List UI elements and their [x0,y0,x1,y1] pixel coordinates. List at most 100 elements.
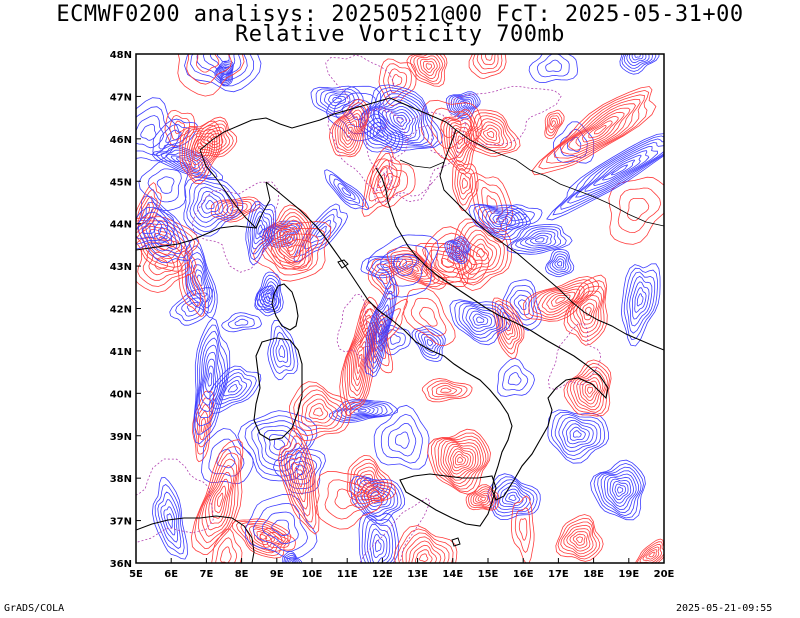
contour-line [390,250,444,288]
contour-line [619,54,660,75]
contour-line [211,478,230,519]
contour-line [186,54,232,85]
contour-line [263,296,271,304]
contour-line [300,393,338,427]
contour-line [361,514,397,563]
contour-line [587,386,593,395]
contour-line [165,129,182,143]
lon-tick-label: 12E [372,569,393,580]
contour-line [422,245,472,283]
contour-line [411,544,437,563]
contour-line [576,536,583,543]
contour-line [263,429,297,462]
contour-line [628,54,647,64]
contour-line [268,433,292,456]
contour-line [472,118,508,149]
contour-line [508,494,517,502]
contour-line [469,238,494,266]
contour-line [287,236,293,245]
contour-line [446,118,475,167]
contour-line [205,199,215,210]
contour-line [458,303,504,339]
contour-line [356,347,365,375]
zero-contour-line [336,293,376,361]
contour-line [360,482,395,514]
contour-line [482,208,520,233]
contour-line [414,328,444,359]
contour-line [597,466,642,517]
contour-line [194,446,242,550]
contour-line [601,159,636,181]
contour-line [267,291,273,300]
contour-line [457,135,463,145]
contour-line [544,109,565,140]
contour-line [175,292,209,322]
contour-line [402,260,428,277]
contour-line [363,90,434,147]
contour-line [324,169,370,211]
contour-line [492,214,509,225]
contour-line [454,245,463,255]
zero-contour-line [374,125,446,203]
contour-line [450,242,466,259]
contour-line [156,176,175,194]
contour-line [349,320,372,397]
contour-line [141,222,156,235]
contour-line [551,255,567,271]
contour-line [560,103,636,155]
contour-line [332,400,393,422]
contour-line [541,288,581,313]
contour-line [468,203,531,241]
contour-line [569,426,586,441]
zero-contour-line [446,85,562,146]
contour-line [378,58,417,107]
contour-line [469,310,492,329]
contour-line [237,410,318,482]
lon-tick-label: 17E [548,569,569,580]
lon-tick-label: 9E [270,569,284,580]
contour-line [476,248,485,258]
contour-line [217,63,233,84]
contour-line [422,60,435,74]
coast-france-south [136,225,257,251]
contour-line [169,287,214,326]
contour-line [319,89,355,113]
contour-line [431,432,489,493]
contour-line [445,443,476,478]
contour-line [648,551,655,558]
contour-line [197,190,224,219]
contour-line [465,307,496,332]
contour-line [361,486,385,501]
contour-line [503,316,514,336]
contour-line [147,168,182,203]
contour-line [339,113,362,149]
contour-line [593,462,644,519]
contour-line [553,98,641,159]
contour-line [273,438,286,451]
contour-line [631,54,644,61]
contour-line [186,302,199,312]
contour-line [267,320,299,381]
contour-line [328,98,370,158]
contour-line [222,203,248,217]
contour-line [377,323,383,338]
contour-line [523,276,600,322]
contour-line [367,489,380,498]
contour-line [365,152,398,210]
contour-line [145,207,183,255]
contour-line [452,244,465,257]
contour-line [370,297,391,364]
contour-line [261,511,299,545]
contour-line [486,195,498,215]
contour-line [193,317,231,445]
contour-line [397,528,454,563]
contour-line [449,299,511,346]
contour-line [636,293,644,307]
contour-line [205,365,215,394]
contour-line [446,238,470,263]
contour-line [280,435,317,530]
zero-contour-line [136,458,214,543]
footer-credit: GrADS/COLA [4,603,65,614]
lat-tick-label: 38N [110,474,132,485]
